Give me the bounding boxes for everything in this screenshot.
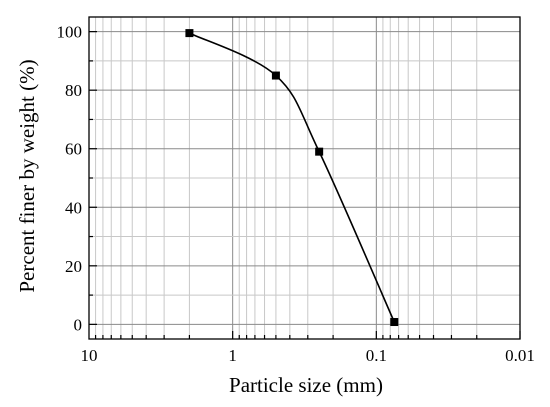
y-axis-title: Percent finer by weight (%) (15, 59, 39, 292)
data-markers (185, 29, 399, 327)
y-tick-label: 20 (65, 257, 82, 276)
x-axis-title: Particle size (mm) (229, 373, 383, 397)
x-tick-label: 0.1 (366, 346, 387, 365)
x-tick-label: 10 (81, 346, 98, 365)
x-tick-label: 0.01 (505, 346, 535, 365)
x-tick-labels: 10 1 0.1 0.01 (81, 346, 535, 365)
gradation-curve (189, 32, 396, 323)
data-point (315, 147, 324, 156)
y-tick-label: 0 (74, 315, 83, 334)
y-tick-label: 80 (65, 81, 82, 100)
data-point (185, 29, 194, 38)
y-tick-label: 100 (57, 23, 83, 42)
data-point (271, 71, 280, 80)
y-tick-label: 40 (65, 198, 82, 217)
data-point (390, 318, 399, 327)
plot-frame (88, 16, 521, 340)
y-tick-labels: 0 20 40 60 80 100 (57, 23, 83, 335)
x-tick-label: 1 (228, 346, 237, 365)
grid-lines (88, 17, 521, 339)
y-tick-label: 60 (65, 140, 82, 159)
axis-ticks (89, 31, 521, 339)
